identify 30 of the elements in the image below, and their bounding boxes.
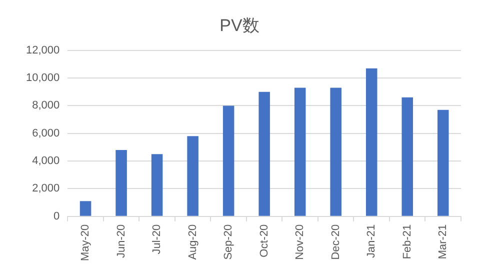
y-tick-label: 2,000 bbox=[32, 182, 60, 195]
x-tick-label: Nov-20 bbox=[294, 224, 306, 260]
bar bbox=[294, 88, 306, 216]
y-tick-label: 12,000 bbox=[26, 44, 60, 56]
x-tick-label: Jun-20 bbox=[115, 224, 128, 258]
x-tick-label: Aug-20 bbox=[186, 224, 199, 260]
x-tick-label: Dec-20 bbox=[330, 224, 342, 260]
x-tick-label: Jul-20 bbox=[151, 224, 164, 254]
bar bbox=[80, 201, 92, 216]
bar bbox=[437, 110, 449, 216]
y-tick-label: 4,000 bbox=[32, 155, 60, 168]
x-tick-label: Jan-21 bbox=[366, 224, 378, 258]
x-tick-label: Sep-20 bbox=[222, 224, 235, 260]
bar bbox=[330, 88, 342, 216]
chart-title: PV数 bbox=[220, 16, 260, 35]
y-tick-label: 8,000 bbox=[32, 100, 60, 112]
x-tick-label: Feb-21 bbox=[401, 224, 414, 260]
bar bbox=[116, 150, 127, 216]
bar bbox=[402, 97, 413, 216]
x-tick-label: May-20 bbox=[80, 224, 92, 262]
x-tick-label: Oct-20 bbox=[258, 224, 270, 258]
bar bbox=[222, 106, 234, 216]
bar bbox=[187, 136, 198, 216]
y-tick-label: 0 bbox=[54, 210, 60, 222]
y-tick-label: 10,000 bbox=[26, 72, 60, 84]
bar bbox=[151, 154, 163, 216]
bar bbox=[366, 68, 378, 216]
y-tick-label: 6,000 bbox=[32, 127, 60, 140]
bar bbox=[258, 92, 270, 216]
x-tick-label: Mar-21 bbox=[437, 224, 450, 260]
